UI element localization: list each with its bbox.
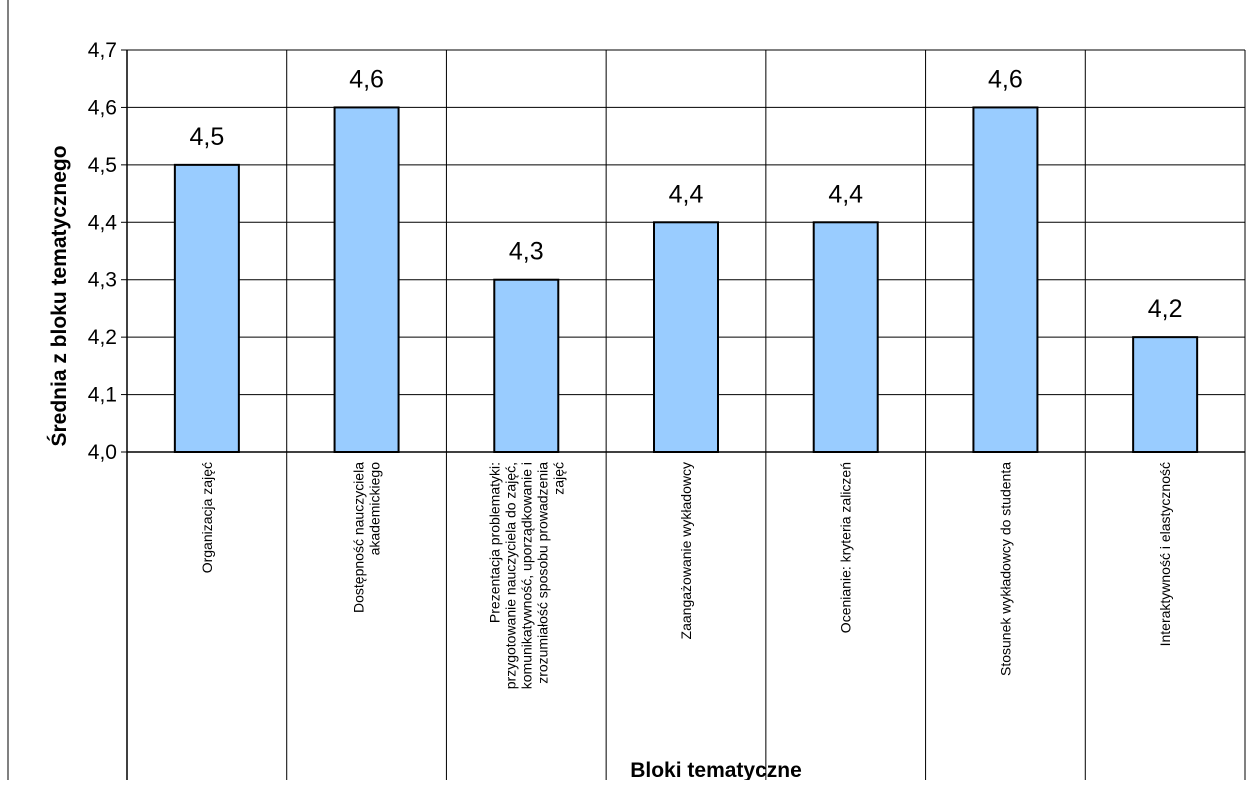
bar: [1132, 336, 1199, 453]
category-label-line: Zaangażowanie wykładowcy: [678, 462, 694, 639]
data-label: 4,5: [189, 123, 224, 151]
category-label-line: Stosunek wykładowcy do studenta: [997, 462, 1013, 676]
category-label: Interaktywność i elastyczność: [1157, 462, 1173, 646]
bar: [653, 221, 719, 453]
y-tick-labels: 4,0 4,1 4,2 4,3 4,4 4,5 4,6 4,7: [88, 39, 118, 464]
category-label-line: Ocenianie: kryteria zaliczeń: [838, 462, 854, 633]
category-label-line: zajęć: [550, 462, 566, 495]
category-labels: Organizacja zajęć Dostępność nauczycielaa…: [199, 462, 1173, 689]
data-label: 4,6: [349, 65, 384, 93]
category-label: Dostępność nauczycielaakademickiego: [351, 462, 383, 613]
category-label-line: Prezentacja problematyki:: [486, 462, 502, 623]
category-label-line: Organizacja zajęć: [199, 462, 215, 573]
bar: [812, 221, 879, 453]
y-tick-label: 4,4: [88, 211, 118, 234]
category-label: Prezentacja problematyki:przygotowanie n…: [486, 462, 566, 689]
category-label: Stosunek wykładowcy do studenta: [997, 462, 1013, 676]
category-label-line: przygotowanie nauczyciela do zajęć,: [502, 462, 518, 689]
y-axis-title: Średnia z bloku tematycznego: [47, 145, 71, 446]
category-label-line: komunikatywność, uporządkowanie i: [518, 462, 534, 689]
y-tick-label: 4,5: [88, 154, 117, 177]
category-label-line: Interaktywność i elastyczność: [1157, 462, 1173, 646]
category-label-line: akademickiego: [367, 462, 383, 556]
category-label: Organizacja zajęć: [199, 462, 215, 573]
category-label-line: Dostępność nauczyciela: [351, 462, 367, 613]
data-label: 4,4: [828, 180, 863, 208]
data-label: 4,4: [669, 180, 704, 208]
bars: [173, 106, 1199, 454]
y-tick-label: 4,7: [88, 39, 117, 62]
bar: [972, 106, 1039, 454]
y-tick-label: 4,0: [88, 441, 117, 464]
data-label: 4,2: [1148, 295, 1183, 323]
bar: [333, 106, 400, 454]
grid: [127, 49, 1246, 780]
axes: [7, 0, 1245, 780]
y-tick-label: 4,2: [88, 326, 117, 349]
category-label: Zaangażowanie wykładowcy: [678, 462, 694, 639]
data-label: 4,3: [509, 238, 544, 266]
x-axis-title: Bloki tematyczne: [630, 759, 802, 780]
y-tick-label: 4,3: [88, 269, 117, 292]
bar: [493, 278, 560, 454]
data-labels: 4,5 4,6 4,3 4,4 4,4 4,6 4,2: [189, 65, 1182, 323]
category-label-line: zrozumiałość sposobu prowadzenia: [534, 462, 550, 684]
y-tick-label: 4,1: [88, 384, 117, 407]
category-label: Ocenianie: kryteria zaliczeń: [838, 462, 854, 633]
y-tick-label: 4,6: [88, 96, 117, 119]
data-label: 4,6: [988, 65, 1023, 93]
bar: [173, 163, 240, 453]
